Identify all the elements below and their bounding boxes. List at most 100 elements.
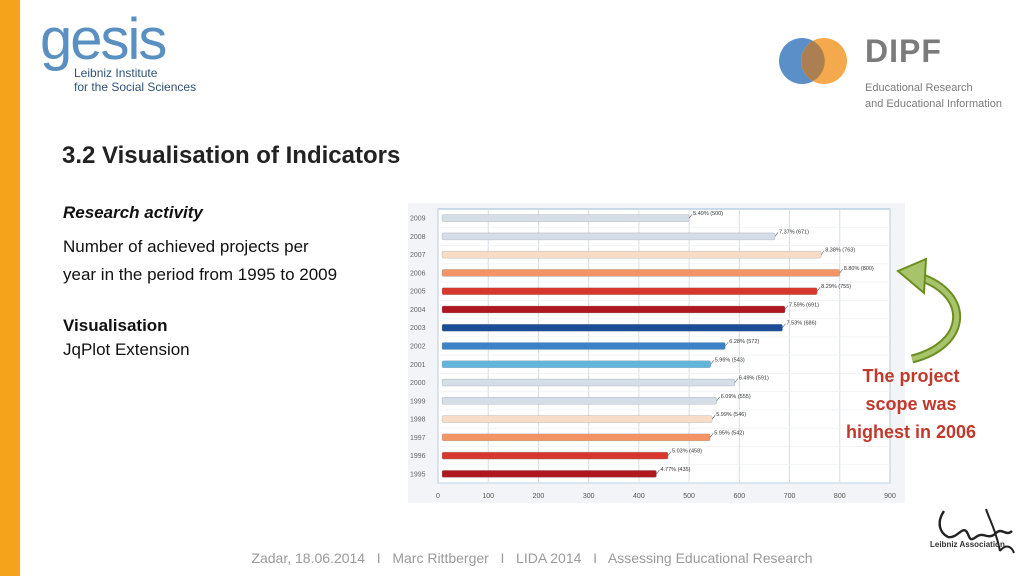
gesis-subtitle-2: for the Social Sciences bbox=[74, 80, 197, 94]
y-tick-label: 2001 bbox=[410, 362, 426, 369]
label-leader bbox=[784, 305, 789, 310]
label-leader bbox=[782, 323, 786, 328]
bar bbox=[441, 251, 822, 259]
bar bbox=[441, 232, 776, 241]
bar bbox=[441, 451, 669, 460]
y-tick-label: 1996 bbox=[410, 453, 426, 460]
leibniz-label: Leibniz Association bbox=[930, 540, 1005, 549]
bar bbox=[441, 342, 726, 350]
data-label: 6.49% (591) bbox=[739, 376, 769, 382]
label-leader bbox=[688, 213, 693, 219]
data-label: 7.37% (671) bbox=[779, 229, 809, 235]
footer-place-date: Zadar, 18.06.2014 bbox=[251, 550, 366, 566]
label-leader bbox=[656, 469, 660, 475]
label-leader bbox=[667, 451, 672, 456]
y-tick-label: 1998 bbox=[410, 417, 426, 424]
bar-chart-svg: 0 100 200 300 400 500 600 700 800 900 2009 5.49% (5… bbox=[410, 208, 896, 500]
data-label: 5.49% (500) bbox=[693, 211, 723, 217]
x-tick-label: 500 bbox=[683, 493, 695, 500]
label-leader bbox=[716, 396, 720, 401]
bar bbox=[441, 287, 818, 295]
dipf-subtitle: Educational Research and Educational Inf… bbox=[865, 80, 1002, 112]
annotation-line-3: highest in 2006 bbox=[845, 422, 977, 442]
gesis-wordmark: gesis bbox=[40, 7, 167, 72]
x-tick-label: 600 bbox=[733, 493, 745, 500]
y-tick-label: 1999 bbox=[410, 398, 426, 405]
footer-separator: I bbox=[500, 550, 505, 566]
label-leader bbox=[710, 360, 714, 365]
x-tick-label: 700 bbox=[784, 493, 796, 500]
gesis-subtitle-1: Leibniz Institute bbox=[74, 66, 158, 80]
dipf-subtitle-1: Educational Research bbox=[865, 82, 973, 94]
description-block: Research activity Number of achieved pro… bbox=[63, 203, 393, 364]
dipf-wordmark: DIPF bbox=[865, 33, 942, 69]
bar bbox=[441, 433, 711, 441]
visualisation-heading: Visualisation bbox=[63, 316, 168, 335]
gesis-logo: gesis Leibniz Institute for the Social S… bbox=[40, 7, 197, 95]
y-tick-label: 1995 bbox=[410, 471, 426, 478]
bar bbox=[441, 324, 783, 332]
data-label: 7.53% (686) bbox=[787, 321, 817, 327]
bar bbox=[441, 378, 735, 387]
visualisation-text: JqPlot Extension bbox=[63, 340, 190, 359]
label-leader bbox=[734, 378, 739, 383]
annotation-line-2: scope was bbox=[865, 394, 957, 414]
data-label: 6.09% (555) bbox=[721, 394, 751, 400]
x-tick-label: 900 bbox=[884, 493, 896, 500]
x-tick-label: 400 bbox=[633, 493, 645, 500]
accent-stripe bbox=[0, 0, 20, 576]
y-tick-label: 2007 bbox=[410, 252, 426, 259]
annotation-line-1: The project bbox=[862, 366, 960, 386]
footer-event: LIDA 2014 bbox=[516, 550, 582, 566]
footer-separator: I bbox=[376, 550, 381, 566]
data-label: 4.77% (435) bbox=[660, 467, 690, 473]
data-label: 5.96% (543) bbox=[715, 357, 745, 363]
footer: Zadar, 18.06.2014 I Marc Rittberger I LI… bbox=[0, 550, 1024, 566]
label-leader bbox=[816, 287, 821, 292]
data-label: 5.99% (546) bbox=[716, 412, 746, 418]
bar bbox=[441, 305, 786, 314]
chart-annotation: The project scope was highest in 2006 bbox=[830, 362, 992, 446]
y-tick-label: 2000 bbox=[410, 380, 426, 387]
leibniz-signature-icon: Leibniz Association bbox=[930, 508, 1015, 554]
data-label: 6.28% (572) bbox=[729, 339, 759, 345]
dipf-logo: DIPF Educational Research and Educationa… bbox=[778, 33, 1018, 115]
y-tick-label: 1997 bbox=[410, 435, 426, 442]
footer-separator: I bbox=[593, 550, 597, 566]
bar bbox=[441, 470, 657, 478]
data-label: 7.59% (691) bbox=[789, 302, 819, 308]
label-leader bbox=[839, 268, 844, 274]
bar bbox=[441, 397, 717, 405]
x-tick-label: 100 bbox=[482, 493, 494, 500]
y-tick-label: 2009 bbox=[410, 216, 426, 223]
y-tick-label: 2006 bbox=[410, 270, 426, 277]
data-label: 5.95% (542) bbox=[714, 430, 744, 436]
data-label: 8.80% (800) bbox=[844, 266, 874, 272]
research-line-2: year in the period from 1995 to 2009 bbox=[63, 265, 338, 284]
data-label: 8.29% (755) bbox=[821, 284, 851, 290]
dipf-circles-icon bbox=[779, 38, 847, 84]
y-tick-label: 2003 bbox=[410, 325, 426, 332]
page-title: 3.2 Visualisation of Indicators bbox=[62, 142, 401, 169]
bar-chart: 0 100 200 300 400 500 600 700 800 900 2009 5.49% (5… bbox=[408, 203, 905, 503]
label-leader bbox=[820, 250, 825, 255]
bar bbox=[441, 360, 711, 368]
y-tick-label: 2008 bbox=[410, 234, 426, 241]
label-leader bbox=[711, 414, 716, 420]
footer-author: Marc Rittberger bbox=[392, 550, 489, 566]
y-tick-label: 2005 bbox=[410, 289, 426, 296]
bar bbox=[441, 214, 690, 222]
x-tick-label: 300 bbox=[583, 493, 595, 500]
bar bbox=[441, 269, 840, 277]
data-label: 5.03% (458) bbox=[672, 449, 702, 455]
label-leader bbox=[725, 341, 729, 347]
research-activity-heading: Research activity bbox=[63, 203, 203, 222]
x-tick-label: 0 bbox=[436, 493, 440, 500]
dipf-subtitle-2: and Educational Information bbox=[865, 98, 1002, 110]
footer-topic: Assessing Educational Research bbox=[607, 550, 813, 566]
bar bbox=[441, 415, 713, 423]
research-line-1: Number of achieved projects per bbox=[63, 237, 309, 256]
label-leader bbox=[774, 232, 779, 237]
x-tick-label: 200 bbox=[533, 493, 545, 500]
label-leader bbox=[709, 433, 714, 438]
